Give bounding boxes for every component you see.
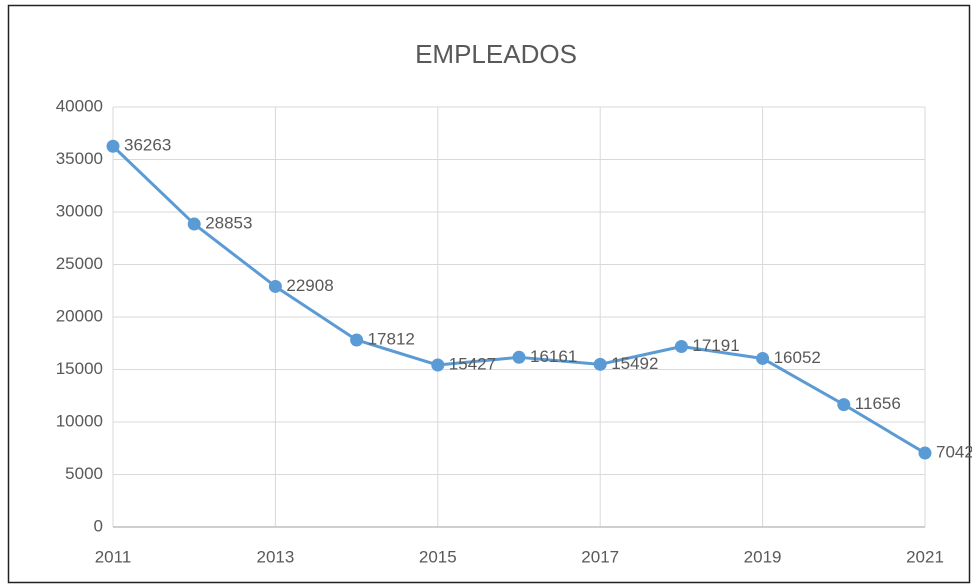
data-label: 17812 (368, 329, 415, 348)
y-tick-label: 35000 (56, 149, 103, 168)
data-point (431, 358, 445, 372)
chart-frame (7, 4, 971, 584)
y-tick-label: 15000 (56, 359, 103, 378)
data-point (106, 139, 120, 153)
data-point (512, 350, 526, 364)
y-tick-label: 20000 (56, 306, 103, 325)
x-tick-label: 2015 (419, 547, 457, 566)
data-label: 7042 (936, 443, 972, 462)
data-point (918, 446, 932, 460)
data-label: 22908 (286, 276, 333, 295)
data-label: 36263 (124, 136, 171, 155)
y-tick-label: 5000 (65, 464, 103, 483)
x-tick-label: 2021 (906, 547, 944, 566)
data-point (756, 351, 770, 365)
data-point (350, 333, 364, 347)
data-point (187, 217, 201, 231)
y-tick-label: 0 (94, 516, 103, 535)
data-label: 11656 (855, 394, 901, 413)
y-tick-label: 40000 (56, 96, 103, 115)
data-label: 16161 (530, 347, 577, 366)
data-point (593, 357, 607, 371)
data-label: 28853 (205, 214, 252, 233)
x-tick-label: 2017 (581, 547, 619, 566)
x-tick-label: 2019 (744, 547, 782, 566)
data-point (837, 398, 851, 412)
data-label: 15427 (449, 355, 496, 374)
data-label: 17191 (692, 336, 739, 355)
y-tick-label: 30000 (56, 201, 103, 220)
x-tick-label: 2013 (256, 547, 294, 566)
data-label: 16052 (774, 348, 821, 367)
data-point (674, 339, 688, 353)
chart-title: EMPLEADOS (415, 39, 577, 69)
data-label: 15492 (611, 354, 658, 373)
data-point (268, 279, 282, 293)
x-tick-label: 2011 (95, 547, 132, 566)
y-tick-label: 25000 (56, 254, 103, 273)
y-tick-label: 10000 (56, 411, 103, 430)
